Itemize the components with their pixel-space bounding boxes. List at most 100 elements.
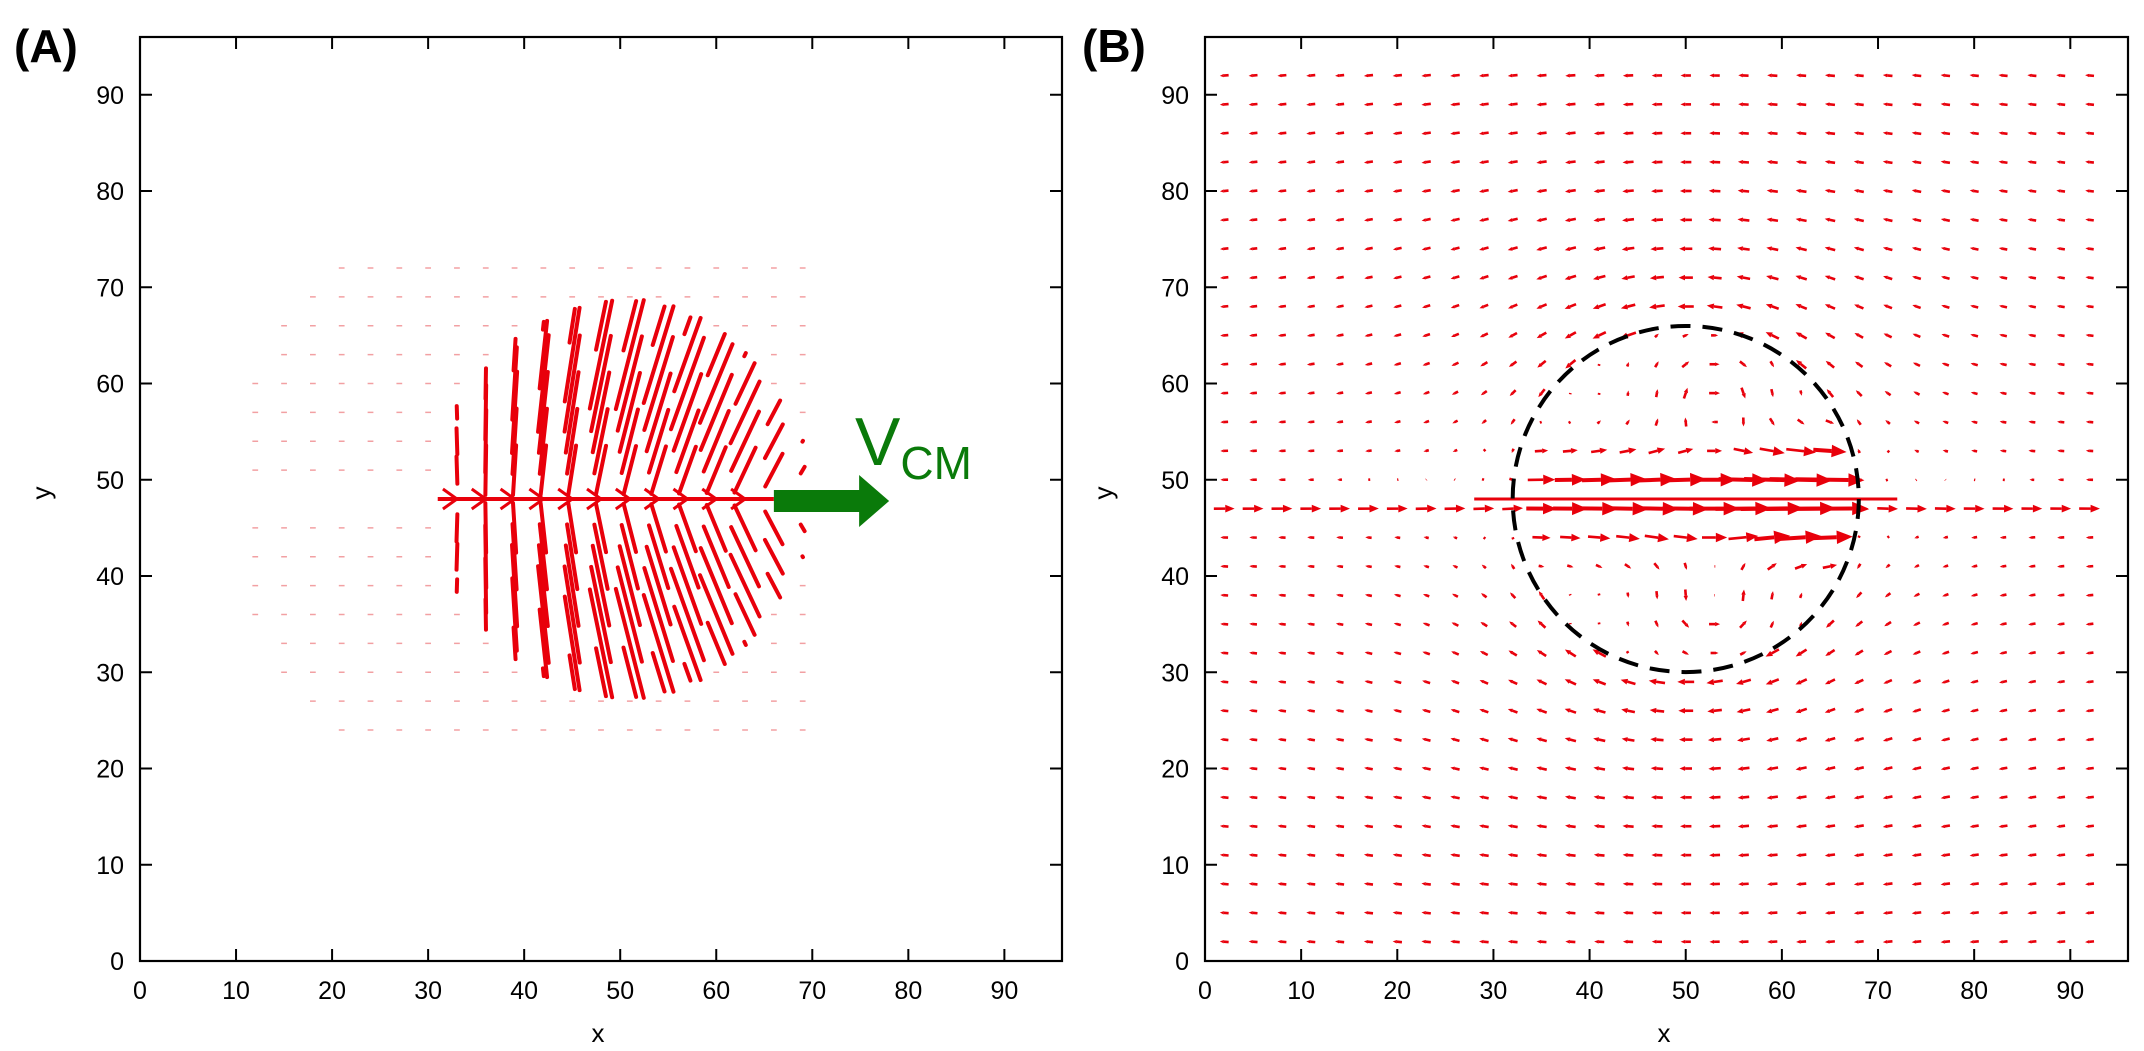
panel-b-vector: [1742, 305, 1751, 310]
panel-b-vector: [1829, 247, 1836, 252]
panel-b-vector-head: [1536, 189, 1542, 194]
panel-b-vector-head: [1882, 737, 1888, 742]
panel-b-vector: [1540, 160, 1547, 164]
panel-b-vector: [1512, 102, 1518, 106]
panel-b-vector-head: [1564, 333, 1571, 339]
panel-b-vector: [1915, 650, 1921, 655]
panel-b-vector: [1681, 619, 1688, 626]
panel-b-vector: [1800, 305, 1808, 311]
panel-b-vector-head: [2056, 189, 2061, 193]
panel-b-vector: [1665, 477, 1691, 483]
panel-b-vector-head: [2085, 536, 2090, 539]
panel-b-vector: [1483, 246, 1489, 251]
panel-a-vector: [677, 502, 698, 554]
panel-b-vector: [2060, 276, 2065, 280]
panel-b-vector-head: [1680, 131, 1686, 136]
panel-b-vector-head: [1306, 651, 1311, 655]
panel-b-vector: [2031, 679, 2037, 684]
panel-b-vector-head: [1680, 881, 1686, 887]
panel-b-vector-head: [1335, 882, 1340, 886]
panel-b-vector: [1944, 621, 1950, 626]
panel-b-vector: [1627, 275, 1635, 280]
panel-b-vector: [1396, 361, 1402, 366]
panel-a-vector: [562, 594, 582, 693]
panel-b-vector-head: [1536, 737, 1542, 742]
panel-b-vector: [1511, 303, 1518, 308]
panel-b-vector-head: [1508, 650, 1514, 655]
panel-b-vector-head: [1709, 939, 1715, 944]
panel-b-vector: [1944, 882, 1951, 886]
panel-b-vector-head: [1478, 131, 1484, 136]
panel-b-vector: [1540, 796, 1547, 800]
panel-b-vector-head: [1940, 795, 1946, 800]
panel-b-vector-head: [1971, 420, 1975, 424]
panel-b-vector: [1482, 389, 1488, 395]
panel-b-vector: [1656, 709, 1665, 713]
panel-b-vector-head: [1859, 504, 1870, 513]
panel-b-vector: [1502, 507, 1514, 511]
panel-b-vector: [1454, 73, 1460, 77]
panel-b-vector: [1566, 564, 1572, 568]
vcm-arrow: [773, 475, 890, 527]
panel-b-vector-head: [1737, 188, 1744, 194]
panel-b-vector-head: [1248, 766, 1253, 771]
panel-b-vector: [1713, 305, 1723, 309]
panel-b-vector: [1656, 246, 1664, 251]
panel-b-vector-head: [1765, 679, 1773, 685]
panel-b-vector-head: [1911, 882, 1917, 886]
panel-b-vector: [1915, 824, 1922, 828]
panel-b-vector: [1740, 565, 1745, 571]
panel-b-vector-head: [1306, 247, 1311, 251]
panel-b-vector-head: [2057, 391, 2061, 395]
panel-b-vector-head: [2027, 882, 2032, 886]
panel-b-vector: [1511, 389, 1517, 395]
panel-a-vector: [697, 573, 735, 656]
panel-b-vector: [1454, 709, 1460, 714]
panel-b-vector-head: [2085, 622, 2090, 626]
panel-b-vector: [1626, 331, 1637, 337]
panel-b-vector-head: [1307, 391, 1311, 395]
panel-b-vector: [2060, 679, 2065, 684]
panel-a-vector: [613, 298, 646, 412]
panel-b-vector-head: [1656, 447, 1666, 454]
panel-a-vector: [621, 299, 639, 353]
panel-b-vector-head: [1335, 362, 1340, 366]
panel-b-vector: [1728, 535, 1747, 541]
panel-a-vector: [730, 497, 746, 511]
panel-b-vector-head: [1709, 882, 1715, 887]
panel-b-vector: [2002, 593, 2007, 597]
panel-b-vector-head: [1680, 160, 1686, 165]
panel-b-vector: [1798, 594, 1803, 599]
panel-b-vector: [1581, 477, 1601, 483]
panel-a-vector: [621, 645, 639, 699]
panel-b-vector: [1367, 796, 1374, 800]
panel-b-vector-head: [1830, 563, 1838, 569]
panel-b-vector: [1396, 390, 1401, 395]
panel-b-vector-head: [2027, 709, 2032, 713]
panel-b-vector-head: [1480, 363, 1485, 367]
panel-b-vector: [1973, 766, 1979, 770]
panel-b-vector-head: [1220, 362, 1224, 366]
panel-b-vector: [1425, 651, 1431, 656]
panel-b-vector-head: [1306, 276, 1311, 280]
panel-b-vector: [1511, 824, 1518, 829]
panel-b-vector-head: [2028, 536, 2032, 539]
panel-a-vector: [592, 407, 610, 476]
panel-b-vector-head: [1940, 160, 1946, 164]
panel-b-vector-head: [1507, 882, 1513, 886]
panel-b-vector-head: [1335, 276, 1340, 280]
panel-b-vector-head: [1306, 853, 1311, 857]
panel-b-vector: [1598, 853, 1605, 857]
panel-b-vector-head: [1824, 217, 1830, 222]
panel-b-vector: [1252, 738, 1258, 742]
panel-b-vector: [1310, 796, 1316, 800]
panel-b-vector-head: [1913, 623, 1917, 626]
panel-b-vector-head: [1450, 247, 1455, 251]
panel-b-vector-head: [1421, 939, 1426, 944]
panel-b-vector: [1511, 188, 1518, 193]
panel-b-vector: [1829, 795, 1836, 799]
panel-a-y-tick-label: 80: [96, 178, 124, 206]
panel-b-vector-head: [1249, 536, 1253, 539]
panel-b-vector-head: [1592, 649, 1600, 656]
panel-b-vector-head: [1738, 882, 1743, 887]
